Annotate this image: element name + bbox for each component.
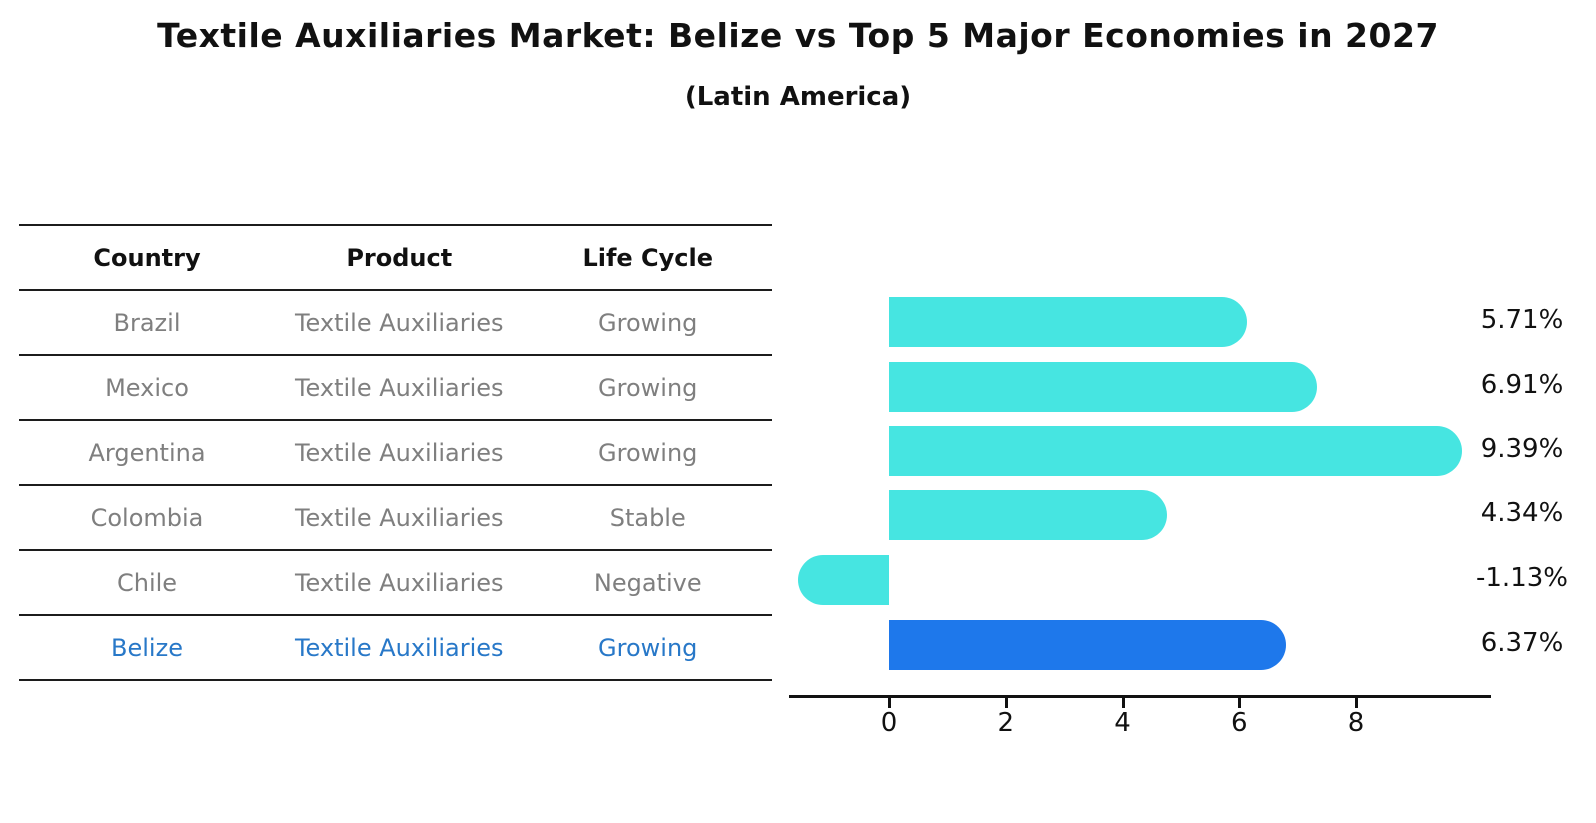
table-row-belize: Belize Textile Auxiliaries Growing bbox=[19, 614, 772, 679]
x-axis-line bbox=[789, 695, 1491, 698]
x-tick-label-2: 2 bbox=[997, 708, 1015, 738]
x-tick-label-4: 4 bbox=[1114, 708, 1131, 738]
page-subtitle: (Latin America) bbox=[684, 82, 912, 112]
table-row-chile-cell-2: Negative bbox=[593, 568, 702, 597]
comparison-table: Country Product Life Cycle Brazil Textile Au… bbox=[19, 224, 772, 681]
value-label-brazil: 5.71% bbox=[1480, 305, 1564, 335]
x-tick-mark-4 bbox=[1121, 698, 1125, 708]
bar-colombia bbox=[889, 490, 1168, 540]
table-row-chile-cell-1: Textile Auxiliaries bbox=[294, 568, 504, 597]
table-row-mexico: Mexico Textile Auxiliaries Growing bbox=[19, 354, 772, 419]
table-row-argentina: Argentina Textile Auxiliaries Growing bbox=[19, 419, 772, 484]
bar-brazil bbox=[889, 297, 1248, 347]
x-tick-label-8: 8 bbox=[1347, 708, 1365, 738]
table-row-colombia-cell-0: Colombia bbox=[90, 503, 204, 532]
table-row-argentina-cell-2: Growing bbox=[598, 438, 698, 467]
table-row-chile: Chile Textile Auxiliaries Negative bbox=[19, 549, 772, 614]
table-header-row-cell-0: Country bbox=[93, 243, 201, 272]
table-row-colombia-cell-2: Stable bbox=[609, 503, 686, 532]
table-header-row: Country Product Life Cycle bbox=[19, 224, 772, 289]
table-row-belize-cell-2: Growing bbox=[598, 633, 698, 662]
table-row-mexico-cell-1: Textile Auxiliaries bbox=[294, 373, 504, 402]
table-header-row-cell-1: Product bbox=[346, 243, 453, 272]
bar-argentina bbox=[889, 426, 1463, 476]
x-tick-mark-0 bbox=[888, 698, 891, 708]
x-tick-mark-6 bbox=[1238, 698, 1242, 708]
table-header-row-cell-2: Life Cycle bbox=[582, 243, 714, 272]
table-row-brazil: Brazil Textile Auxiliaries Growing bbox=[19, 289, 772, 354]
x-tick-mark-2 bbox=[1004, 698, 1008, 708]
page-title: Textile Auxiliaries Market: Belize vs To… bbox=[157, 16, 1439, 55]
table-row-brazil-cell-1: Textile Auxiliaries bbox=[294, 308, 504, 337]
bar-belize bbox=[889, 620, 1286, 670]
value-label-chile: -1.13% bbox=[1476, 563, 1568, 593]
table-row-argentina-cell-0: Argentina bbox=[88, 438, 206, 467]
value-label-belize: 6.37% bbox=[1480, 628, 1564, 658]
table-row-mexico-cell-2: Growing bbox=[598, 373, 698, 402]
x-tick-mark-8 bbox=[1355, 698, 1358, 708]
table-row-colombia-cell-1: Textile Auxiliaries bbox=[294, 503, 504, 532]
table-row-argentina-cell-1: Textile Auxiliaries bbox=[294, 438, 504, 467]
table-row-chile-cell-0: Chile bbox=[116, 568, 178, 597]
table-row-brazil-cell-0: Brazil bbox=[113, 308, 181, 337]
table-row-belize-cell-1: Textile Auxiliaries bbox=[294, 633, 504, 662]
table-row-colombia: Colombia Textile Auxiliaries Stable bbox=[19, 484, 772, 549]
table-row-mexico-cell-0: Mexico bbox=[105, 373, 189, 402]
table-row-brazil-cell-2: Growing bbox=[598, 308, 698, 337]
value-label-argentina: 9.39% bbox=[1480, 434, 1564, 464]
bar-mexico bbox=[889, 362, 1318, 412]
value-label-mexico: 6.91% bbox=[1480, 370, 1564, 400]
x-tick-label-6: 6 bbox=[1230, 708, 1248, 738]
x-tick-label-0: 0 bbox=[880, 708, 898, 738]
table-row-belize-cell-0: Belize bbox=[111, 633, 183, 662]
bar-chile bbox=[798, 555, 889, 605]
value-label-colombia: 4.34% bbox=[1480, 498, 1564, 528]
